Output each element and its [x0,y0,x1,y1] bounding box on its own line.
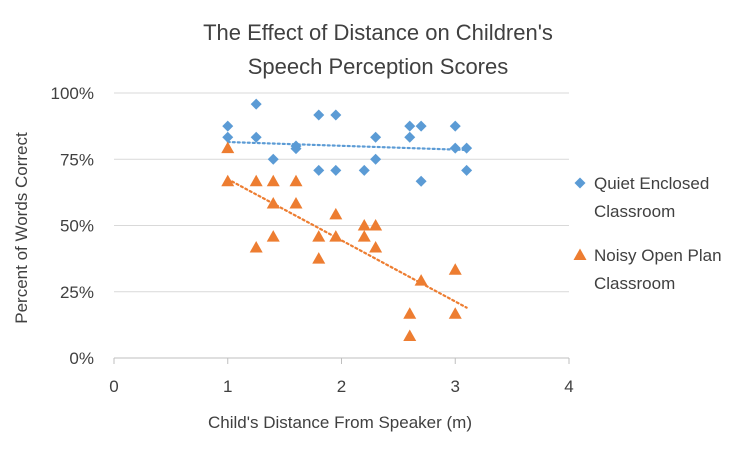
diamond-point [358,164,370,176]
data-points [221,98,473,342]
diamond-point [267,153,279,165]
chart-title-line-1: The Effect of Distance on Children's [203,20,553,45]
triangle-point [403,307,417,319]
chart-title-line-2: Speech Perception Scores [248,54,509,79]
triangle-point [289,197,303,209]
triangle-point [369,219,383,231]
triangle-point [289,174,303,187]
triangle-point [448,307,462,319]
trendline-series-1 [226,140,468,152]
diamond-point [461,142,473,154]
triangle-point [414,274,428,286]
diamond-point [313,164,325,176]
triangle-point [357,219,371,231]
series-1-points [222,98,473,187]
diamond-point [250,98,262,110]
diamond-point [404,120,416,132]
triangle-point [249,240,263,253]
legend: Quiet Enclosed Classroom Noisy Open Plan Cl… [573,174,722,293]
series-2-points [221,141,462,342]
diamond-point [461,164,473,176]
y-tick-label: 50% [60,217,94,236]
y-axis-tick-labels: 0% 25% 50% 75% 100% [51,84,94,368]
diamond-point [449,142,461,154]
gridlines [114,92,569,293]
y-tick-label: 0% [69,349,94,368]
y-tick-label: 75% [60,150,94,169]
triangle-point [329,207,343,220]
legend-marker-series-2 [573,248,587,260]
legend-marker-series-1 [574,177,586,189]
diamond-point [370,131,382,143]
triangle-point [312,230,326,242]
x-axis-tick-labels: 0 1 2 3 4 [109,377,573,396]
x-tick-label: 1 [223,377,232,396]
diamond-point [415,175,427,187]
diamond-point [222,120,234,132]
triangle-point [221,174,235,187]
triangle-point [403,329,417,342]
diamond-point [330,164,342,176]
legend-label-series-2: Classroom [594,274,675,293]
triangle-point [329,230,343,242]
x-axis-title: Child's Distance From Speaker (m) [208,413,472,432]
triangle-point [448,263,462,275]
diamond-point [330,109,342,121]
diamond-point [370,153,382,165]
y-tick-label: 25% [60,283,94,302]
trendlines [226,140,468,309]
diamond-point [250,131,262,143]
y-axis-title: Percent of Words Correct [12,132,31,324]
triangle-point [357,230,371,242]
triangle-point [312,252,326,264]
legend-label-series-2: Noisy Open Plan [594,246,722,265]
trendline-series-2 [226,178,468,309]
legend-label-series-1: Classroom [594,202,675,221]
triangle-point [266,197,280,209]
x-tick-label: 4 [564,377,573,396]
y-tick-label: 100% [51,84,94,103]
x-tick-label: 0 [109,377,118,396]
diamond-point [404,131,416,143]
triangle-point [369,240,383,253]
triangle-point [266,230,280,242]
diamond-point [222,131,234,143]
diamond-point [415,120,427,132]
x-tick-label: 3 [451,377,460,396]
legend-label-series-1: Quiet Enclosed [594,174,709,193]
diamond-point [313,109,325,121]
diamond-point [449,120,461,132]
triangle-point [266,174,280,187]
x-axis [113,357,570,364]
x-tick-label: 2 [337,377,346,396]
triangle-point [221,141,235,154]
triangle-point [249,174,263,187]
diamond-point [290,143,302,155]
